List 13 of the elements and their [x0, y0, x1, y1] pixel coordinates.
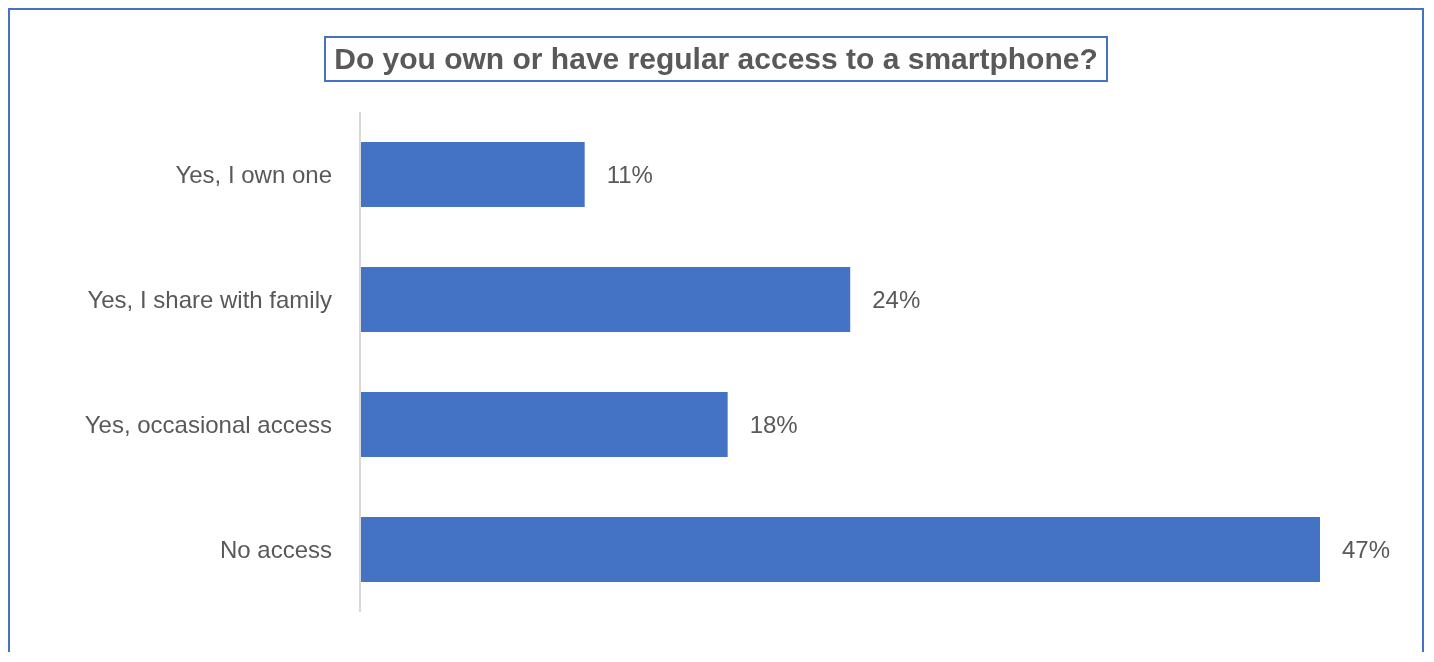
bar — [360, 267, 851, 332]
chart-title: Do you own or have regular access to a smartphone? — [324, 36, 1108, 82]
data-label: 18% — [749, 411, 798, 438]
data-label: 11% — [606, 161, 653, 188]
bar — [360, 392, 728, 457]
y-tick-label: Yes, occasional access — [84, 411, 332, 439]
bar — [360, 517, 1320, 582]
y-tick-label: Yes, I own one — [175, 161, 332, 189]
y-tick-label: No access — [219, 536, 332, 564]
data-label: 47% — [1342, 536, 1391, 563]
y-tick-label: Yes, I share with family — [87, 286, 332, 314]
bar — [360, 142, 585, 207]
data-label: 24% — [872, 286, 921, 313]
